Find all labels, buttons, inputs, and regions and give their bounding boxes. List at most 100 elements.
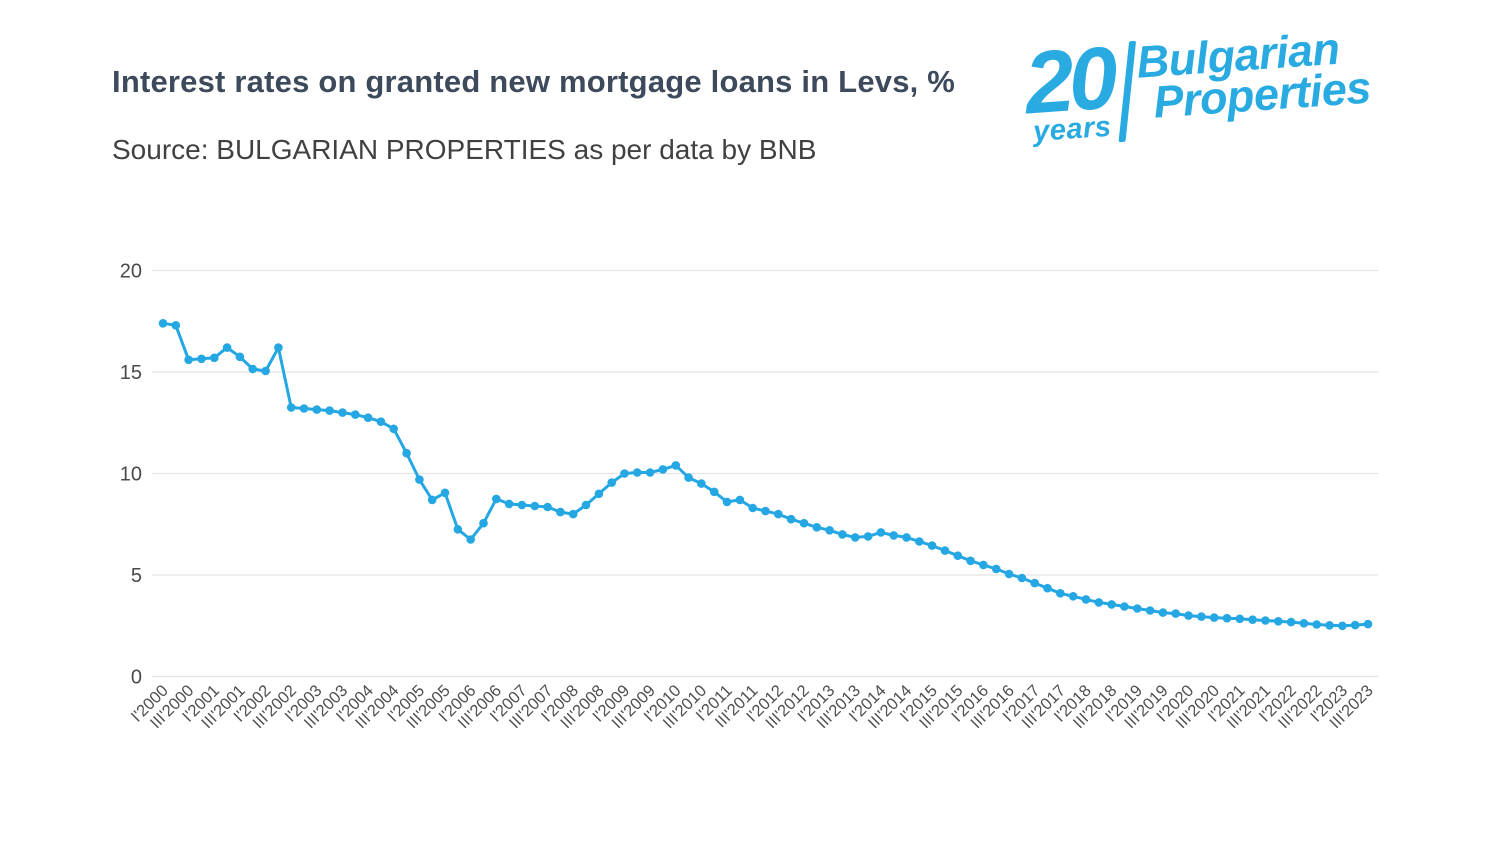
data-point [1158,608,1168,617]
data-point [543,502,552,512]
data-point [697,479,706,488]
chart-canvas: 05101520I'2000III'2000I'2001III'2001I'20… [120,261,1378,732]
data-point [248,364,257,374]
data-point [1222,613,1232,623]
data-point [825,526,834,535]
data-point [158,319,168,328]
data-point [607,478,616,487]
data-point [1350,620,1360,630]
data-point [761,506,770,516]
source-subtitle: Source: BULGARIAN PROPERTIES as per data… [112,134,817,165]
data-point [709,487,719,497]
data-point [1094,598,1104,607]
data-point [838,530,847,539]
data-point [684,473,693,482]
data-point [210,353,219,363]
data-point [1274,617,1283,626]
data-point [1184,611,1193,620]
data-point [427,495,437,505]
data-point [1081,595,1091,604]
data-point [1030,578,1039,588]
brand-logo: 20 years Bulgarian Properties [1022,22,1389,162]
data-point [402,448,411,458]
data-point [299,404,309,413]
data-point [812,523,822,532]
data-point [376,417,386,427]
data-point [1197,612,1206,621]
logo-brand-name: Bulgarian Properties [1135,23,1372,128]
logo-20-number: 20 [1021,27,1117,133]
data-point [1017,573,1027,583]
data-point [389,424,399,434]
logo-anniversary-block: 20 years [1021,27,1117,149]
data-point [479,518,488,528]
data-point [492,494,501,504]
data-point [556,507,565,517]
data-point [530,501,540,511]
data-point [1171,609,1180,618]
data-point [466,535,476,544]
data-point [568,509,578,519]
data-point [171,321,181,330]
data-point [863,532,873,541]
data-point [581,500,591,510]
y-tick-label: 10 [120,464,142,486]
data-point [1145,606,1155,615]
data-point [799,518,809,528]
data-point [363,413,373,423]
data-point [620,469,629,478]
data-point [1261,616,1270,625]
chart-line [161,321,1370,628]
data-point [953,551,963,560]
data-point [786,514,796,524]
data-point [927,541,937,550]
data-point [1133,604,1142,613]
data-point [453,525,463,534]
data-point [1248,615,1257,624]
data-point [1056,589,1065,598]
data-point [979,560,988,570]
data-point [351,410,360,419]
data-point [1209,613,1219,622]
data-point [889,531,898,540]
data-point [594,489,604,499]
data-point [774,509,783,519]
data-point [286,403,296,412]
y-tick-label: 5 [131,565,142,587]
y-tick-label: 20 [120,261,142,283]
data-point [504,499,514,509]
data-point [748,503,757,513]
data-point [1235,614,1245,624]
data-point [222,343,232,352]
data-point [1286,617,1296,627]
data-point [940,546,950,555]
page-title: Interest rates on granted new mortgage l… [112,64,956,99]
data-point [1338,621,1347,631]
data-point [1068,592,1078,601]
data-point [1107,600,1116,609]
data-point [722,497,732,507]
y-tick-label: 15 [120,362,142,384]
data-point [338,408,347,417]
data-point [915,537,924,546]
data-point [1043,583,1052,593]
data-point [966,556,975,566]
data-point [274,343,283,352]
data-point [735,495,745,505]
data-point [876,528,886,537]
data-point [1120,602,1129,611]
data-point [902,533,911,542]
y-tick-label: 0 [131,667,142,689]
data-point [261,366,270,376]
data-point [415,475,424,484]
data-point [645,468,655,477]
data-point [1363,619,1373,629]
data-point [671,461,681,470]
data-point [991,564,1001,574]
data-point [184,355,193,365]
data-point [440,488,450,498]
data-point [1299,619,1309,628]
data-point [325,406,334,415]
data-point [1325,621,1334,630]
data-point [312,405,322,414]
